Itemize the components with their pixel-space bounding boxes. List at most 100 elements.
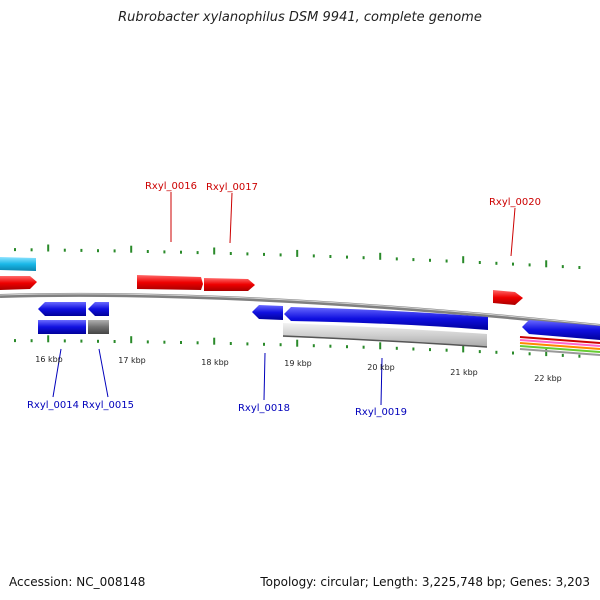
position-tick (279, 343, 282, 347)
tick-label-17kbp: 17 kbp (118, 356, 146, 365)
position-tick (113, 249, 116, 253)
position-tick (312, 344, 315, 348)
position-tick (229, 252, 232, 255)
gene-plus-cyan[interactable] (0, 257, 36, 271)
gene-rxyl-0017[interactable] (204, 278, 255, 291)
position-tick (462, 256, 465, 264)
position-tick (196, 251, 199, 255)
position-tick (180, 341, 182, 344)
position-tick (180, 250, 182, 254)
position-tick (379, 252, 382, 260)
position-ticks-top (14, 244, 581, 269)
position-tick (346, 255, 348, 259)
feature-cds-4 (282, 335, 488, 348)
position-tick (30, 248, 33, 252)
position-tick (263, 342, 265, 346)
position-tick (263, 252, 265, 256)
position-tick (146, 250, 149, 253)
position-tick (429, 258, 431, 262)
position-tick (130, 336, 133, 344)
tick-label-22kbp: 22 kbp (534, 374, 562, 383)
position-tick (14, 248, 16, 252)
position-tick (296, 339, 299, 347)
gene-rxyl-0019[interactable] (284, 307, 488, 330)
position-tick (213, 247, 216, 255)
position-tick (545, 260, 548, 268)
position-tick (528, 352, 531, 356)
label-rxyl-0019[interactable]: Rxyl_0019 (355, 407, 407, 418)
position-tick (213, 337, 216, 345)
position-tick (329, 344, 332, 348)
genome-backbone (0, 292, 600, 328)
position-tick (47, 244, 50, 252)
position-tick (163, 250, 166, 254)
position-tick (130, 245, 133, 253)
position-tick (63, 248, 66, 252)
position-tick (429, 348, 431, 352)
gene-rxyl-0015[interactable] (88, 302, 109, 316)
position-tick (146, 340, 149, 344)
position-tick (346, 345, 348, 349)
position-tick (163, 340, 166, 344)
position-tick (97, 339, 99, 343)
position-tick (462, 345, 465, 353)
gene-rxyl-0014[interactable] (38, 302, 86, 316)
position-tick (512, 262, 514, 266)
tick-label-21kbp: 21 kbp (450, 368, 478, 377)
label-rxyl-0015[interactable]: Rxyl_0015 (82, 400, 134, 411)
position-tick (80, 248, 83, 252)
position-tick (279, 253, 282, 257)
position-tick (362, 256, 365, 260)
position-tick (445, 348, 448, 352)
position-ticks-bottom (14, 335, 581, 358)
position-tick (578, 354, 581, 358)
gene-rxyl-0020[interactable] (493, 290, 523, 305)
position-tick (512, 351, 514, 355)
feature-cds-1[interactable] (38, 320, 86, 334)
position-tick (412, 258, 415, 262)
gene-rxyl-0018[interactable] (252, 305, 283, 320)
position-tick (229, 342, 232, 345)
label-rxyl-0018[interactable]: Rxyl_0018 (238, 403, 290, 414)
position-tick (545, 349, 548, 357)
position-tick (412, 347, 415, 351)
label-rxyl-0017[interactable]: Rxyl_0017 (206, 182, 258, 193)
position-tick (63, 339, 66, 343)
position-tick (97, 249, 99, 253)
label-rxyl-0020[interactable]: Rxyl_0020 (489, 197, 541, 208)
tick-label-20kbp: 20 kbp (367, 363, 395, 372)
position-tick (395, 257, 398, 261)
accession-text: Accession: NC_008148 (9, 575, 146, 589)
genome-backbone-highlight (0, 293, 600, 326)
position-tick (561, 353, 564, 357)
gene-rxyl-0016[interactable] (137, 275, 203, 290)
position-tick (246, 252, 249, 256)
gene-minus-5[interactable] (522, 320, 600, 340)
position-tick (30, 339, 33, 343)
position-tick (578, 266, 581, 269)
label-leaders (52, 192, 516, 406)
tick-label-18kbp: 18 kbp (201, 358, 229, 367)
genome-summary-text: Topology: circular; Length: 3,225,748 bp… (260, 575, 590, 589)
label-rxyl-0016[interactable]: Rxyl_0016 (145, 181, 197, 192)
position-tick (312, 254, 315, 258)
position-tick (478, 261, 481, 264)
position-tick (329, 255, 332, 258)
label-rxyl-0014[interactable]: Rxyl_0014 (27, 400, 79, 411)
position-tick (246, 342, 249, 346)
feature-cds-2[interactable] (88, 320, 109, 334)
position-tick (495, 261, 498, 265)
feature-multicolor-stripes[interactable] (519, 336, 600, 356)
position-tick (495, 350, 498, 354)
gene-plus-1[interactable] (0, 276, 37, 290)
position-tick (80, 339, 83, 343)
genome-title: Rubrobacter xylanophilus DSM 9941, compl… (118, 10, 482, 25)
position-tick (528, 263, 531, 267)
position-tick (113, 340, 116, 343)
position-tick (296, 249, 299, 257)
position-tick (47, 335, 50, 343)
position-tick (196, 341, 199, 345)
position-tick (362, 345, 365, 349)
feature-cds-3[interactable] (283, 323, 487, 347)
